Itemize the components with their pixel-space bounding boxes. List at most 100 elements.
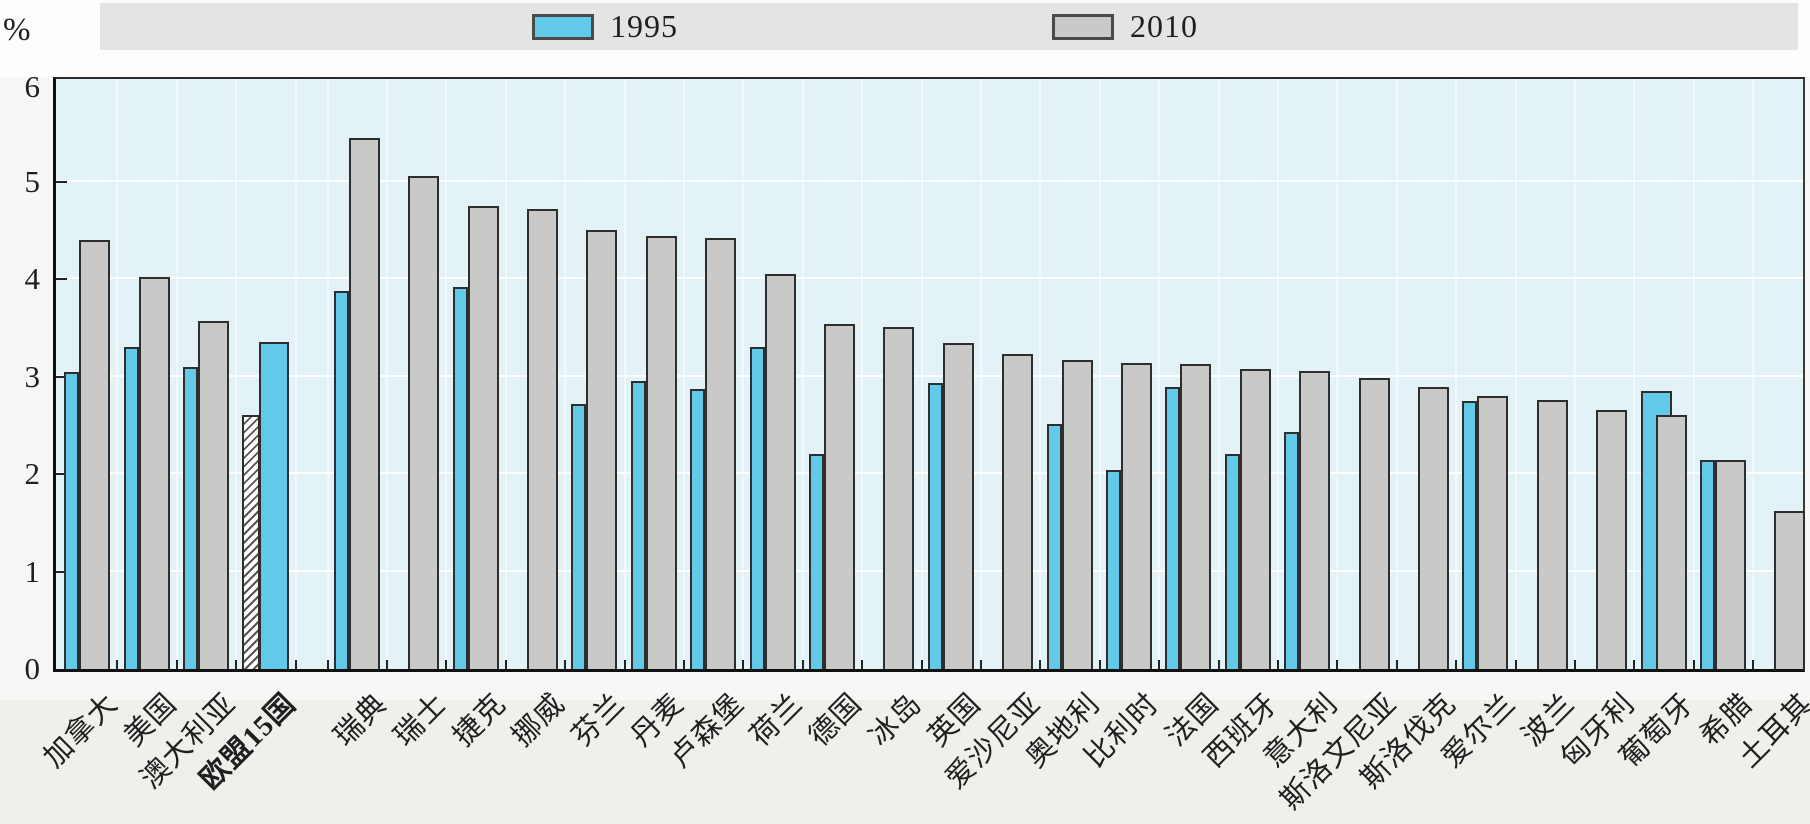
bottom-margin: [0, 700, 1810, 824]
v-gridline: [326, 79, 329, 669]
bar-1995-捷克: [452, 287, 468, 669]
legend-item-2010: 2010: [1052, 3, 1198, 50]
bar-1995-奥地利: [1046, 424, 1062, 669]
v-gridline: [742, 79, 745, 669]
legend-label-2010: 2010: [1130, 8, 1198, 44]
v-gridline: [1455, 79, 1458, 669]
x-axis-tick: [623, 660, 626, 669]
v-gridline: [801, 79, 804, 669]
bar-2010-奥地利: [1061, 360, 1093, 669]
y-tick-label-6: 6: [24, 69, 41, 104]
bar-1995-意大利: [1284, 432, 1300, 669]
x-axis-tick: [1277, 660, 1279, 669]
bar-1995-澳大利亚: [183, 367, 198, 669]
x-axis-tick: [1217, 660, 1220, 669]
y-axis-tick: [56, 180, 67, 183]
legend: 1995 2010: [100, 3, 1798, 50]
bar-2010-斯洛文尼亚: [1358, 378, 1390, 669]
v-gridline: [1158, 79, 1161, 669]
bar-2010-卢森堡: [705, 238, 737, 669]
y-axis-tick: [56, 570, 67, 573]
v-gridline: [623, 79, 626, 669]
bar-1995-美国: [123, 347, 139, 669]
bar-2010-匈牙利: [1596, 410, 1628, 669]
y-tick-label-2: 2: [24, 456, 41, 491]
bar-2010-英国: [942, 343, 974, 669]
x-axis-tick: [294, 660, 297, 669]
v-gridline: [1277, 79, 1279, 669]
bar-2010-瑞典: [348, 138, 380, 669]
bar-2010-美国: [138, 277, 170, 669]
x-axis-tick: [564, 660, 567, 669]
y-tick-label-0: 0: [24, 651, 41, 686]
v-gridline: [980, 79, 982, 669]
x-axis-tick: [683, 660, 685, 669]
bar-2010-葡萄牙: [1656, 415, 1688, 669]
v-gridline: [504, 79, 507, 669]
bar-1995-加拿大: [64, 372, 80, 669]
x-axis-tick: [801, 660, 804, 669]
bar-1995-爱尔兰: [1462, 401, 1478, 669]
bar-2010-澳大利亚: [198, 321, 229, 669]
h-gridline: [56, 179, 1803, 182]
bar-2010-斯洛伐克: [1418, 387, 1449, 669]
bar-2010-欧盟15国: [258, 342, 289, 669]
bar-1995-比利时: [1106, 470, 1121, 669]
x-axis-tick: [116, 660, 119, 669]
v-gridline: [1752, 79, 1755, 669]
x-axis-tick: [445, 660, 448, 669]
bar-2010-比利时: [1121, 363, 1152, 669]
bar-2010-挪威: [527, 209, 558, 669]
x-axis-tick: [1692, 660, 1695, 669]
bar-2010-捷克: [467, 206, 499, 669]
v-gridline: [1633, 79, 1636, 669]
legend-swatch-1995-icon: [532, 13, 594, 40]
h-gridline: [56, 277, 1803, 279]
bar-1995-法国: [1165, 387, 1181, 669]
bar-1995-丹麦: [630, 381, 646, 669]
v-gridline: [1039, 79, 1042, 669]
x-axis-tick: [1633, 660, 1636, 669]
bar-1995-英国: [927, 383, 943, 669]
v-gridline: [386, 79, 388, 669]
x-axis-tick: [504, 660, 507, 669]
y-tick-label-1: 1: [24, 553, 41, 589]
y-axis-tick: [56, 375, 67, 378]
v-gridline: [116, 79, 119, 669]
plot-area: [53, 77, 1806, 672]
v-gridline: [861, 79, 864, 669]
bar-2010-法国: [1180, 364, 1212, 669]
legend-label-1995: 1995: [610, 8, 678, 44]
bar-1995-芬兰: [571, 404, 587, 669]
v-gridline: [1098, 79, 1101, 669]
bar-1995-卢森堡: [690, 389, 706, 669]
v-gridline: [235, 79, 238, 669]
x-axis-tick: [920, 660, 923, 669]
bar-1995-希腊: [1700, 460, 1715, 669]
bar-2010-意大利: [1299, 371, 1331, 669]
bar-2010-爱尔兰: [1477, 396, 1509, 669]
x-axis-tick: [1574, 660, 1576, 669]
x-axis-tick: [235, 660, 238, 669]
bar-2010-爱沙尼亚: [1002, 354, 1034, 669]
x-axis-tick: [1455, 660, 1458, 669]
y-tick-label-5: 5: [24, 163, 41, 199]
h-gridline: [56, 374, 1803, 377]
v-gridline: [1217, 79, 1220, 669]
x-axis-tick: [1336, 660, 1339, 669]
x-axis-tick: [386, 660, 388, 669]
v-gridline: [1336, 79, 1339, 669]
bar-2010-加拿大: [79, 240, 111, 669]
y-tick-label-3: 3: [24, 358, 41, 394]
x-axis-tick: [861, 660, 864, 669]
bar-2010-冰岛: [883, 327, 915, 669]
bar-1995-hatched-欧盟15国: [241, 415, 260, 669]
v-gridline: [1574, 79, 1576, 669]
x-axis-tick: [326, 660, 329, 669]
bar-1995-德国: [809, 454, 824, 669]
x-axis-tick: [1395, 660, 1398, 669]
y-axis-tick: [56, 278, 67, 280]
x-axis-tick: [175, 660, 178, 669]
bar-2010-波兰: [1536, 400, 1568, 669]
bar-2010-丹麦: [645, 236, 677, 669]
